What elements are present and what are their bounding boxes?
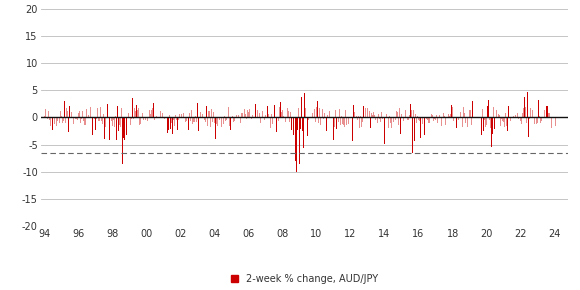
Legend: 2-week % change, AUD/JPY: 2-week % change, AUD/JPY <box>227 270 382 288</box>
